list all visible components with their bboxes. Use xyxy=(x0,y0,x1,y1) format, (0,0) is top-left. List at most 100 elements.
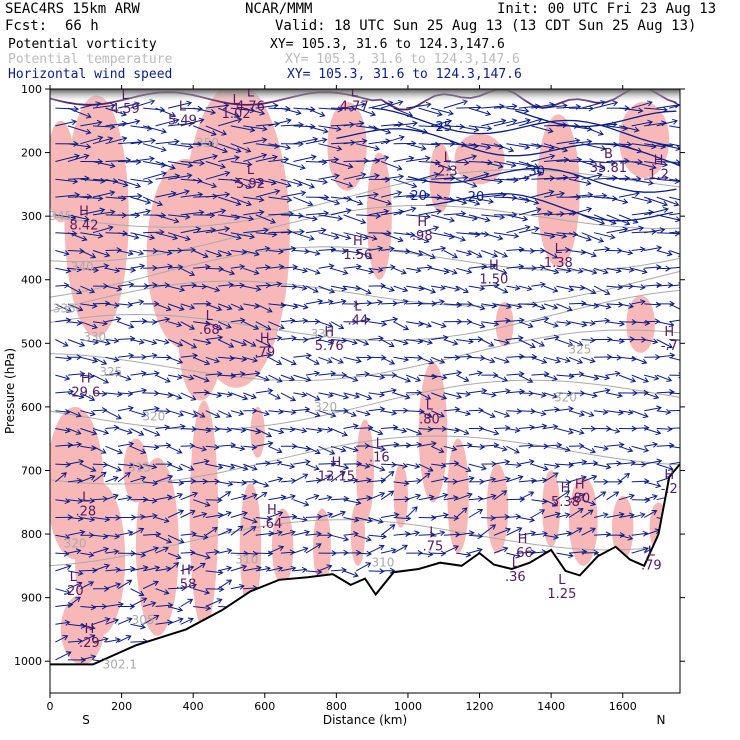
wind-vector xyxy=(92,225,114,234)
theta-contour-label: 335 xyxy=(53,301,76,315)
wind-vector xyxy=(594,445,609,452)
wind-vector xyxy=(80,135,104,145)
x-tick-label: 600 xyxy=(254,700,275,713)
wind-vector xyxy=(230,479,248,486)
wind-vector xyxy=(80,654,97,661)
wind-vector xyxy=(568,371,585,378)
wind-vector xyxy=(117,405,134,412)
wind-vector xyxy=(656,250,673,257)
wind-vector xyxy=(631,389,650,396)
wind-vector xyxy=(318,564,333,572)
wind-vector xyxy=(92,356,108,365)
wind-vector xyxy=(293,178,315,189)
wind-vector xyxy=(243,250,260,257)
wind-vector xyxy=(481,515,496,522)
extremum-marker: H xyxy=(81,372,91,387)
theta-contour xyxy=(50,329,680,382)
wind-vector xyxy=(105,533,121,540)
pv-region xyxy=(50,120,76,223)
pv-region xyxy=(393,464,408,528)
extremum-marker: H xyxy=(353,234,363,249)
wind-vector xyxy=(606,511,625,518)
wind-vector xyxy=(418,514,437,521)
wind-vector xyxy=(456,428,470,435)
wind-vector xyxy=(217,321,232,329)
wind-vector xyxy=(330,463,350,471)
wind-vector xyxy=(318,392,334,398)
extremum-value: 2.3 xyxy=(437,164,458,179)
wind-vector xyxy=(606,175,631,182)
wind-vector xyxy=(167,339,184,347)
wind-vector xyxy=(581,267,598,275)
legend-pv-name: Potential vorticity xyxy=(8,37,157,52)
wind-vector xyxy=(431,550,447,557)
wind-vector xyxy=(656,442,675,449)
wind-vector xyxy=(268,476,284,483)
wind-vector xyxy=(493,374,509,382)
wind-vector xyxy=(130,178,154,185)
theta-contour-label: 320 xyxy=(142,409,165,423)
wind-vector xyxy=(168,143,194,150)
wind-vector xyxy=(280,178,303,187)
wind-vector xyxy=(381,121,404,128)
wind-vector xyxy=(531,153,556,162)
wind-vector xyxy=(631,445,650,453)
wind-vector xyxy=(230,493,248,501)
valid-time: Valid: 18 UTC Sun 25 Aug 13 (13 CDT Sun … xyxy=(275,18,697,34)
extremum-value: .20 xyxy=(63,584,84,599)
wind-vector xyxy=(318,426,333,433)
wind-vector xyxy=(644,428,662,436)
wind-vector xyxy=(205,321,223,331)
north-label: N xyxy=(657,713,666,727)
wind-vector xyxy=(67,441,83,448)
wind-vector xyxy=(443,514,460,522)
wind-vector xyxy=(205,478,220,485)
extremum-value: .58 xyxy=(176,578,197,593)
wind-vector xyxy=(618,143,643,154)
wind-vector xyxy=(456,391,471,397)
wind-vector xyxy=(318,156,340,163)
wind-vector xyxy=(55,178,79,185)
wind-vector xyxy=(355,517,373,524)
terrain-fill xyxy=(50,464,680,693)
extremum-marker: L xyxy=(233,93,241,108)
wind-vector xyxy=(105,445,123,455)
wind-vector xyxy=(456,267,473,275)
wind-vector xyxy=(255,440,274,447)
wind-vector xyxy=(330,208,352,216)
wind-vector xyxy=(180,549,196,556)
pv-region xyxy=(84,254,117,331)
wind-vector xyxy=(105,285,123,292)
wind-vector xyxy=(468,159,493,166)
wind-vector xyxy=(481,339,495,347)
wind-vector xyxy=(418,141,441,148)
wind-vector xyxy=(67,459,85,465)
pv-region xyxy=(569,476,598,566)
wind-vector xyxy=(355,339,370,346)
wind-vector xyxy=(92,471,107,483)
extremum-value: .80 xyxy=(419,412,440,427)
wind-vector xyxy=(142,546,159,554)
wind-vector xyxy=(293,267,308,274)
wind-vector xyxy=(618,445,634,453)
wind-vector xyxy=(393,544,408,554)
wind-vector xyxy=(330,428,348,437)
wind-vector xyxy=(318,196,341,206)
wind-vector xyxy=(105,230,128,237)
wind-vector xyxy=(669,337,680,344)
extremum-value: .66 xyxy=(512,546,533,561)
wind-vector xyxy=(418,392,432,400)
wind-vector xyxy=(205,527,218,536)
wind-vector xyxy=(618,249,634,256)
wind-vector xyxy=(105,356,120,363)
wind-vector xyxy=(431,284,446,291)
wind-vector xyxy=(268,263,285,270)
wind-vector xyxy=(593,374,611,381)
wind-vector xyxy=(656,118,678,127)
wind-vector xyxy=(293,566,308,573)
wind-vector xyxy=(130,263,146,270)
wind-vector xyxy=(105,107,128,117)
wind-vector xyxy=(406,267,422,274)
wind-vector xyxy=(355,534,372,542)
wind-vector xyxy=(243,125,268,132)
